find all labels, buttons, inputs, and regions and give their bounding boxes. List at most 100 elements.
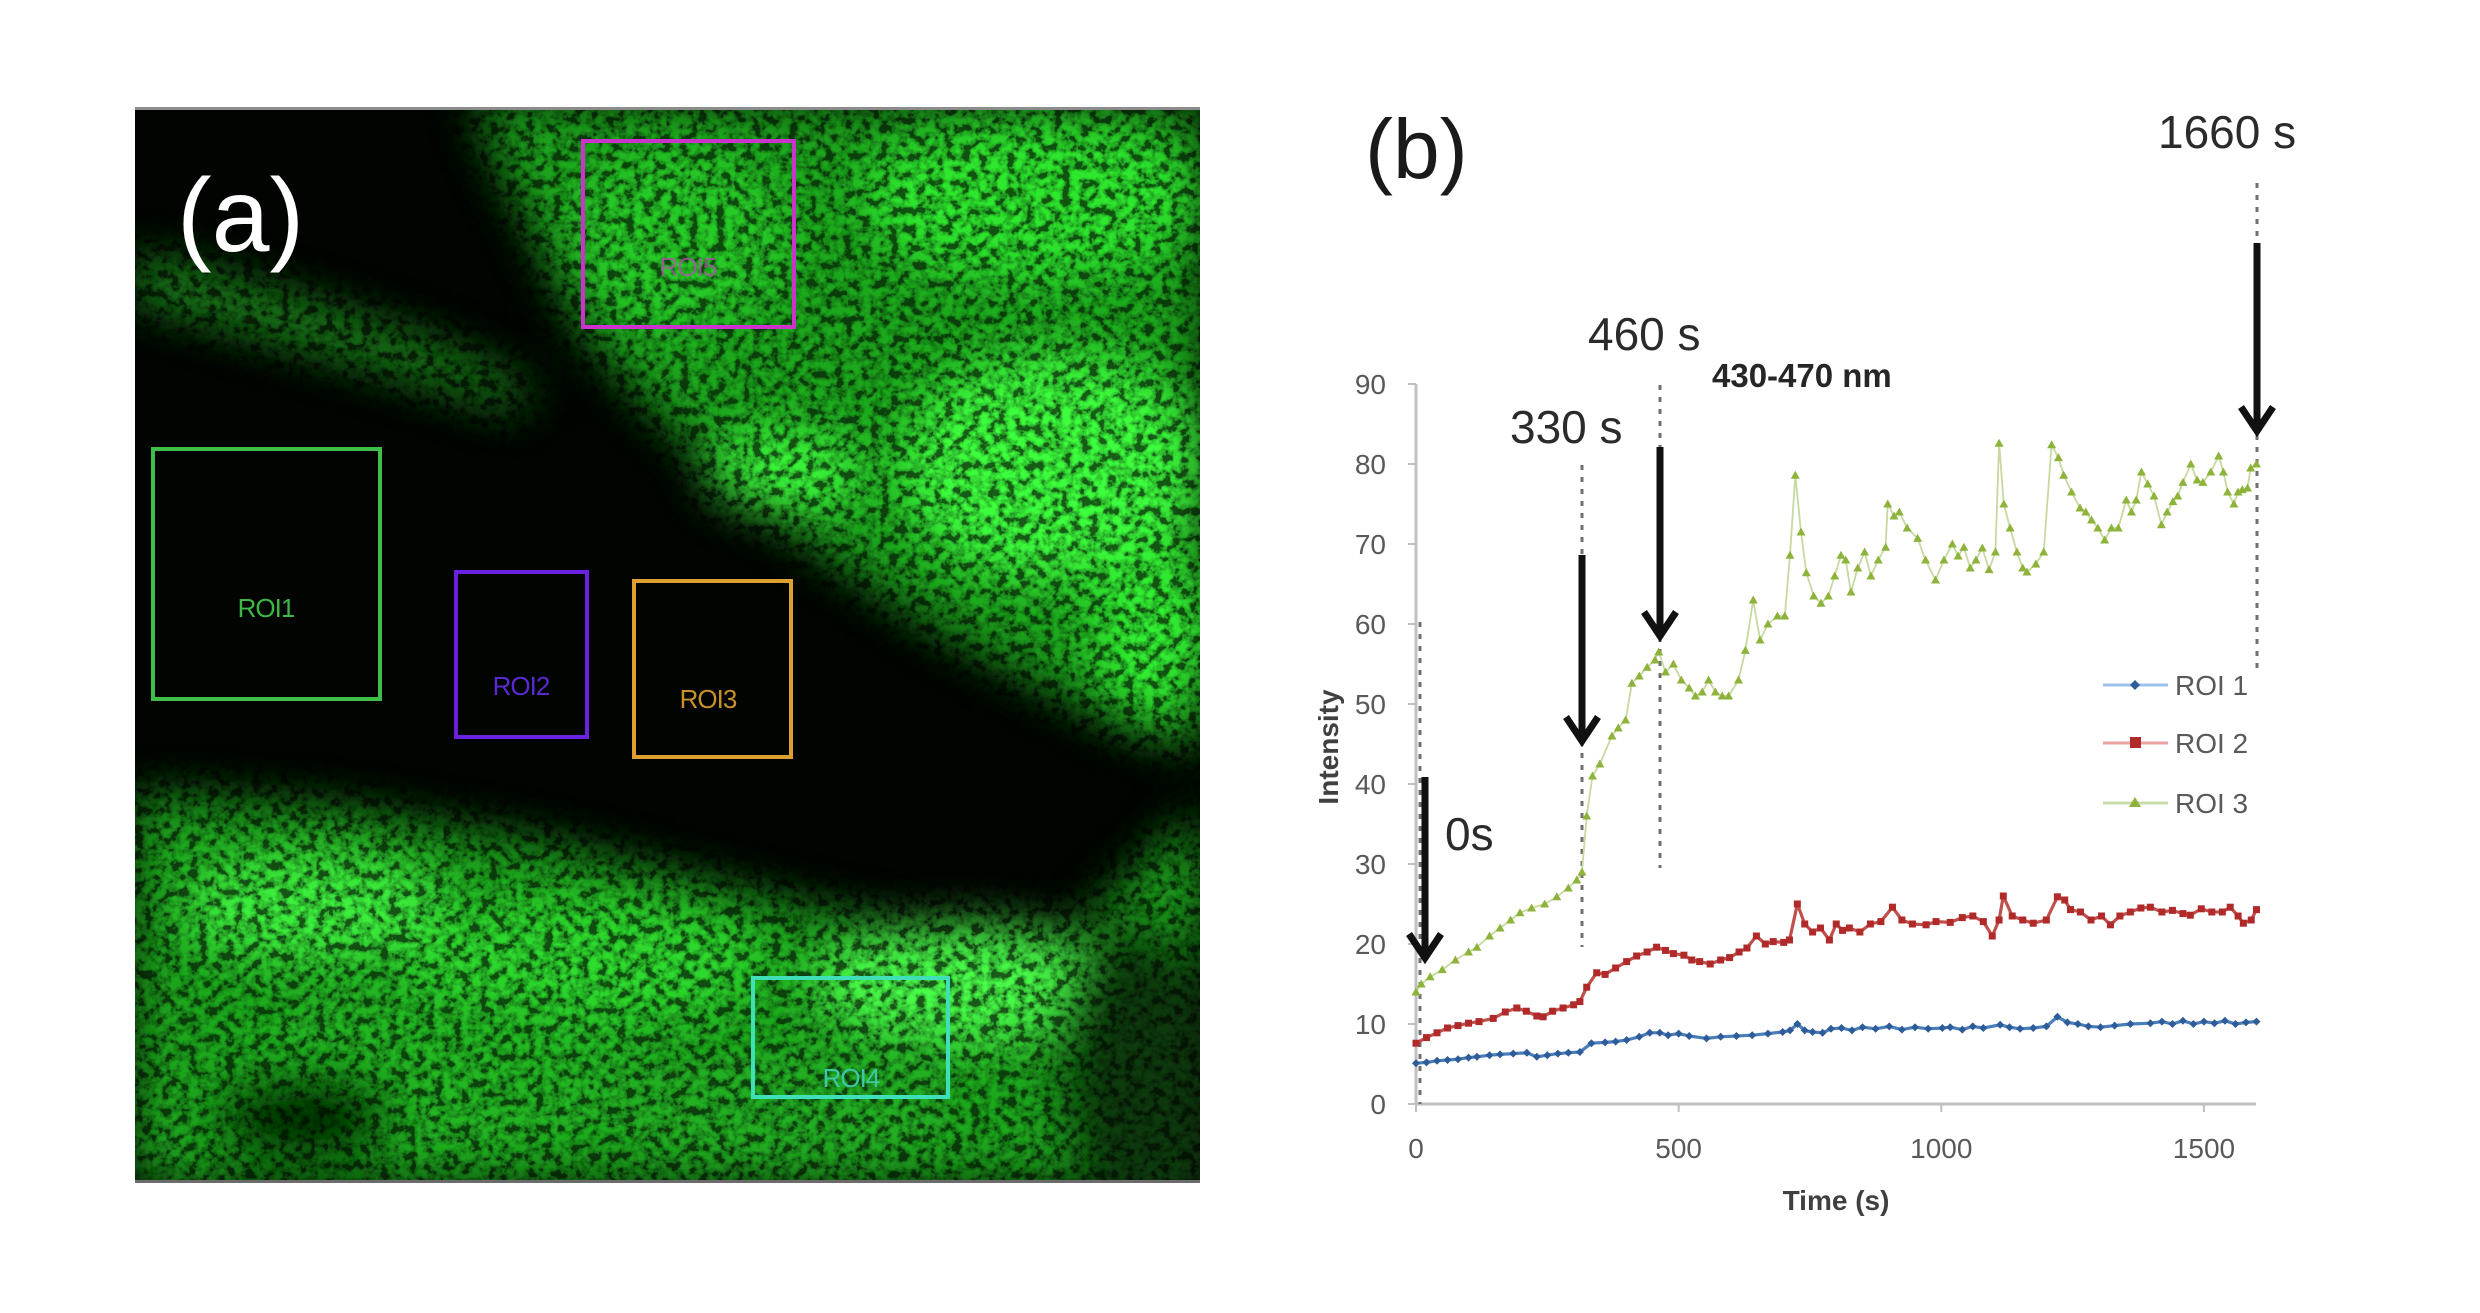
legend-label-roi-2: ROI 2 [2175, 728, 2248, 759]
data-point-roi-3 [1527, 903, 1537, 912]
data-point-roi-1 [1996, 1020, 2005, 1029]
data-point-roi-1 [1611, 1037, 1620, 1046]
data-point-roi-1 [1674, 1029, 1683, 1038]
legend-marker-roi-2 [2130, 737, 2141, 748]
data-point-roi-1 [1645, 1028, 1654, 1037]
data-point-roi-3 [1717, 691, 1727, 700]
data-point-roi-3 [1690, 691, 1700, 700]
data-point-roi-1 [2189, 1020, 2198, 1028]
data-point-roi-3 [1860, 547, 1870, 556]
annotation-label-1660s: 1660 s [2158, 106, 2296, 158]
data-point-roi-3 [1642, 662, 1652, 671]
data-point-roi-3 [2149, 491, 2159, 500]
y-tick-label: 40 [1355, 769, 1386, 800]
data-point-roi-2 [2008, 912, 2016, 920]
arrow-down-icon-1660s [2238, 243, 2276, 438]
data-point-roi-3 [1588, 771, 1598, 780]
data-point-roi-3 [1965, 563, 1975, 572]
x-tick-label: 1000 [1910, 1133, 1972, 1164]
roi-4-box [751, 976, 950, 1099]
data-point-roi-1 [1412, 1059, 1420, 1068]
data-point-roi-3 [1959, 542, 1969, 551]
y-tick-label: 80 [1355, 449, 1386, 480]
data-point-roi-2 [2116, 912, 2124, 920]
micrograph-panel: ROI1 ROI2 ROI3 ROI4 ROI5 (a) [135, 107, 1200, 1183]
data-point-roi-1 [1946, 1023, 1955, 1032]
data-point-roi-2 [1832, 920, 1840, 928]
data-point-roi-3 [2162, 507, 2172, 516]
data-point-roi-3 [1816, 598, 1826, 607]
data-point-roi-2 [1780, 938, 1788, 946]
data-point-roi-1 [1543, 1051, 1552, 1060]
data-point-roi-2 [1423, 1034, 1431, 1042]
data-point-roi-2 [2252, 906, 2260, 914]
data-point-roi-3 [2059, 470, 2069, 479]
data-point-roi-2 [1680, 951, 1688, 959]
data-point-roi-3 [2156, 520, 2166, 529]
data-point-roi-2 [1593, 969, 1601, 977]
y-tick-label: 90 [1355, 369, 1386, 400]
data-point-roi-3 [2067, 487, 2077, 496]
data-point-roi-3 [2047, 440, 2057, 449]
data-point-roi-2 [2019, 916, 2027, 924]
legend-label-roi-1: ROI 1 [2175, 670, 2248, 701]
data-point-roi-2 [1412, 1039, 1420, 1047]
data-point-roi-2 [1922, 921, 1930, 929]
data-point-roi-3 [2233, 487, 2243, 496]
data-point-roi-3 [1939, 555, 1949, 564]
data-point-roi-1 [1786, 1026, 1795, 1035]
roi-4-label: ROI4 [823, 1063, 880, 1093]
data-point-roi-3 [1650, 655, 1660, 664]
data-point-roi-1 [2110, 1021, 2119, 1030]
data-point-roi-3 [2206, 467, 2216, 476]
data-point-roi-1 [1818, 1028, 1827, 1037]
data-point-roi-2 [2061, 896, 2069, 904]
data-point-roi-3 [2126, 507, 2136, 516]
data-point-roi-1 [1897, 1025, 1906, 1034]
data-point-roi-2 [1623, 958, 1631, 966]
data-point-roi-1 [1800, 1026, 1809, 1035]
data-point-roi-2 [1465, 1019, 1473, 1027]
roi-4: ROI4 [751, 976, 950, 1099]
legend-item-roi-1: ROI 1 [2103, 670, 2248, 701]
data-point-roi-2 [1513, 1004, 1521, 1012]
data-point-roi-3 [1823, 591, 1833, 600]
data-point-roi-2 [2029, 919, 2037, 927]
data-point-roi-1 [2252, 1017, 2261, 1026]
data-point-roi-2 [1653, 943, 1661, 951]
data-point-roi-3 [2223, 487, 2233, 496]
data-point-roi-2 [1633, 952, 1641, 960]
data-point-roi-2 [2218, 908, 2226, 916]
data-point-roi-3 [2093, 523, 2103, 532]
roi-3-label: ROI3 [680, 684, 737, 714]
data-point-roi-2 [2234, 912, 2242, 920]
series-line-roi-1 [1415, 1015, 2257, 1065]
data-point-roi-2 [1845, 924, 1853, 932]
data-point-roi-3 [1634, 671, 1644, 680]
data-point-roi-2 [2106, 921, 2114, 929]
data-point-roi-3 [2168, 497, 2178, 506]
data-point-roi-2 [2137, 904, 2145, 912]
data-point-roi-3 [1582, 811, 1592, 820]
data-point-roi-3 [2251, 459, 2261, 468]
data-point-roi-3 [1472, 942, 1482, 951]
legend-marker-roi-3 [2129, 797, 2141, 807]
data-point-roi-2 [1583, 983, 1591, 991]
data-point-roi-3 [1697, 687, 1707, 696]
data-point-roi-2 [1809, 928, 1817, 936]
data-point-roi-3 [2087, 515, 2097, 524]
data-point-roi-3 [1763, 619, 1773, 628]
data-point-roi-1 [1847, 1026, 1856, 1035]
data-point-roi-3 [1921, 555, 1931, 564]
data-point-roi-3 [1894, 507, 1904, 516]
data-point-roi-1 [2005, 1023, 2014, 1032]
data-point-roi-1 [1808, 1028, 1817, 1036]
data-point-roi-2 [1706, 960, 1714, 968]
data-point-roi-1 [2063, 1018, 2072, 1027]
data-point-roi-1 [1938, 1024, 1947, 1032]
data-point-roi-2 [1576, 998, 1584, 1006]
data-point-roi-1 [1587, 1039, 1596, 1048]
data-point-roi-1 [1763, 1029, 1772, 1038]
data-point-roi-2 [1570, 1001, 1578, 1009]
data-point-roi-3 [2075, 503, 2085, 512]
